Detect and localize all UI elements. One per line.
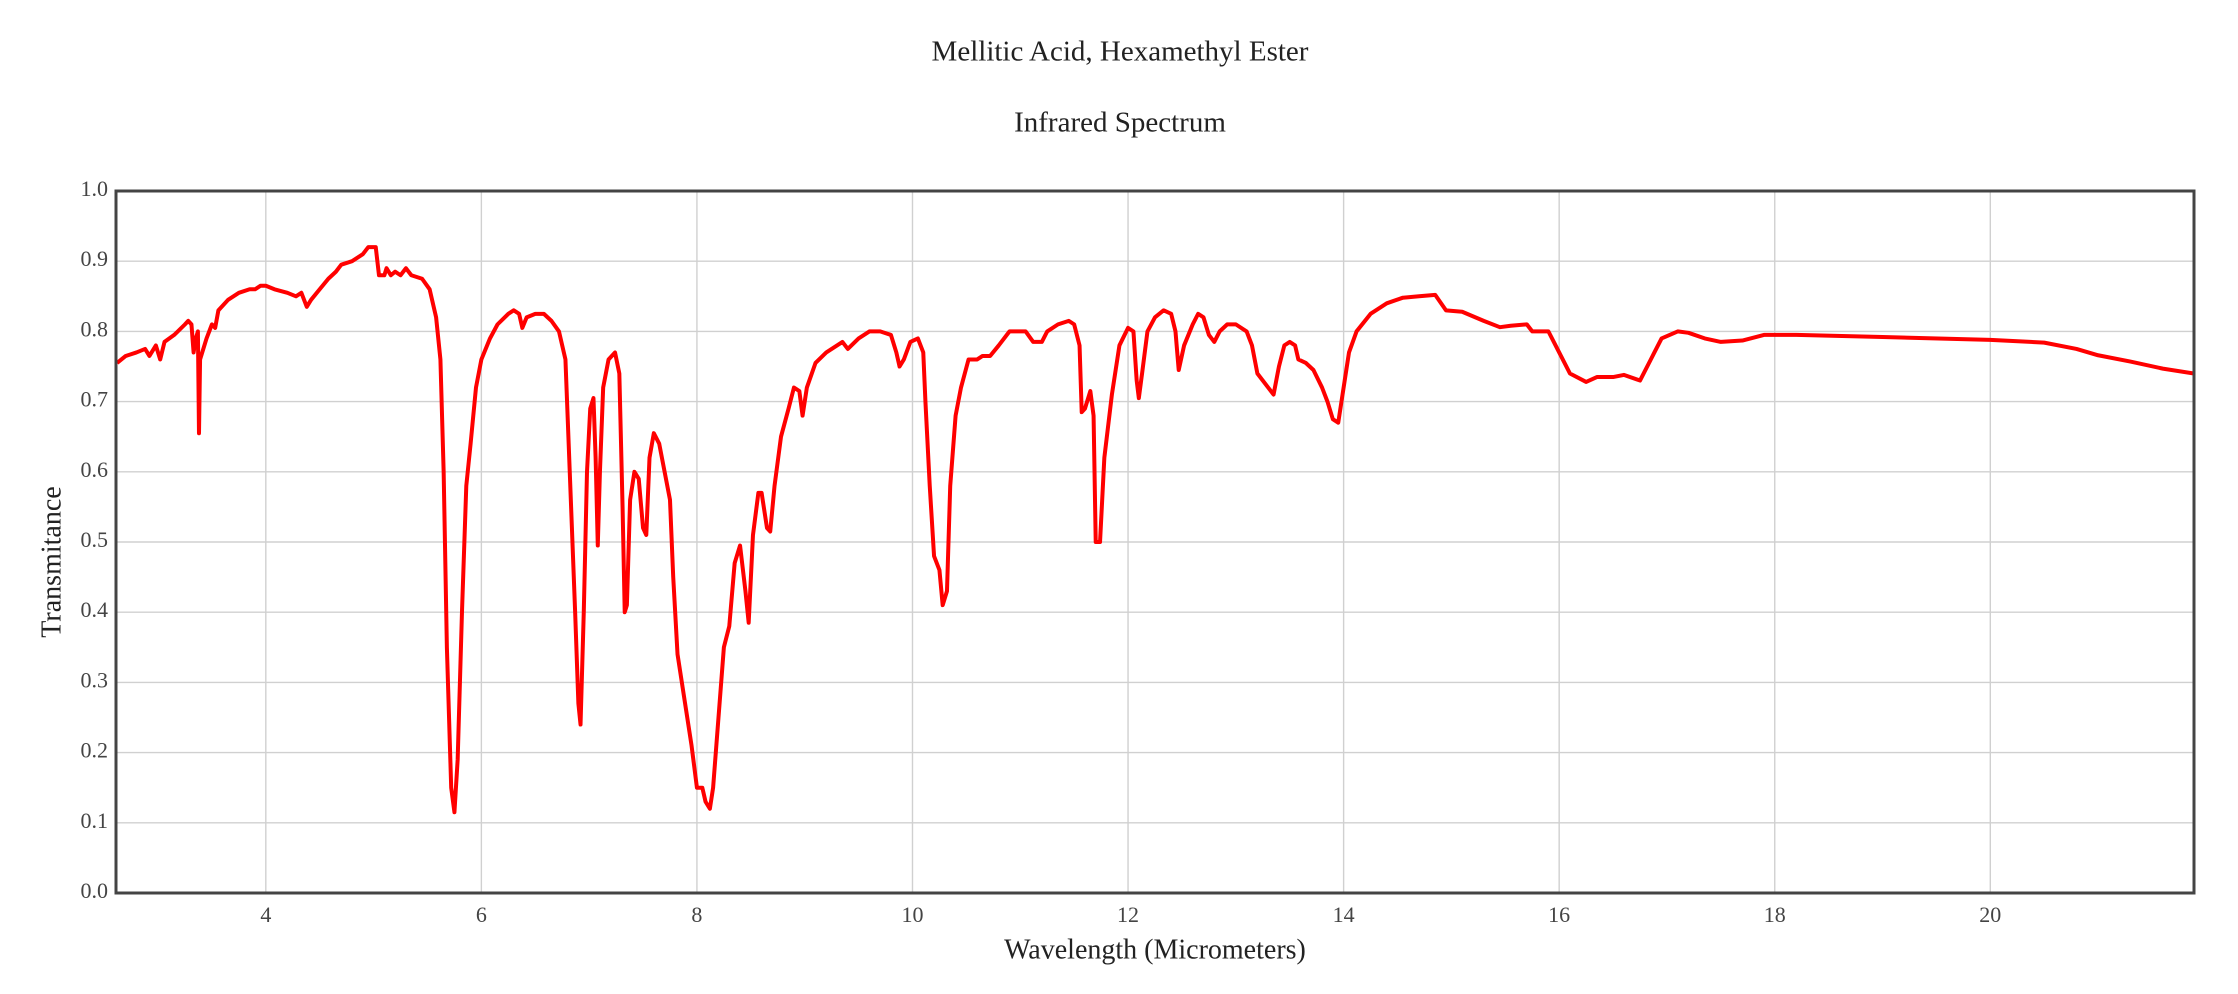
y-tick-label: 0.5 xyxy=(81,527,109,552)
x-tick-label: 20 xyxy=(1979,902,2001,927)
x-tick-label: 16 xyxy=(1548,902,1570,927)
x-tick-label: 12 xyxy=(1117,902,1139,927)
spectrum-line xyxy=(116,245,2194,815)
y-tick-label: 0.0 xyxy=(81,878,109,903)
y-tick-label: 0.6 xyxy=(81,457,109,482)
x-tick-label: 10 xyxy=(901,902,923,927)
x-tick-label: 18 xyxy=(1764,902,1786,927)
y-tick-label: 0.8 xyxy=(81,316,109,341)
chart-title: Mellitic Acid, Hexamethyl Ester xyxy=(932,36,1309,68)
y-tick-label: 1.0 xyxy=(81,176,109,201)
y-tick-label: 0.7 xyxy=(81,387,109,412)
plot-frame xyxy=(114,189,2196,895)
y-tick-label: 0.9 xyxy=(81,246,109,271)
x-tick-label: 8 xyxy=(691,902,702,927)
x-tick-label: 4 xyxy=(260,902,271,927)
x-tick-label: 14 xyxy=(1333,902,1355,927)
y-tick-label: 0.1 xyxy=(81,808,109,833)
y-tick-label: 0.2 xyxy=(81,738,109,763)
y-tick-label: 0.3 xyxy=(81,667,109,692)
chart-subtitle: Infrared Spectrum xyxy=(1014,107,1226,139)
x-axis-label: Wavelength (Micrometers) xyxy=(1004,934,1306,965)
y-axis-label: Transmitance xyxy=(36,486,67,637)
x-tick-label: 6 xyxy=(476,902,487,927)
y-tick-label: 0.4 xyxy=(81,597,109,622)
